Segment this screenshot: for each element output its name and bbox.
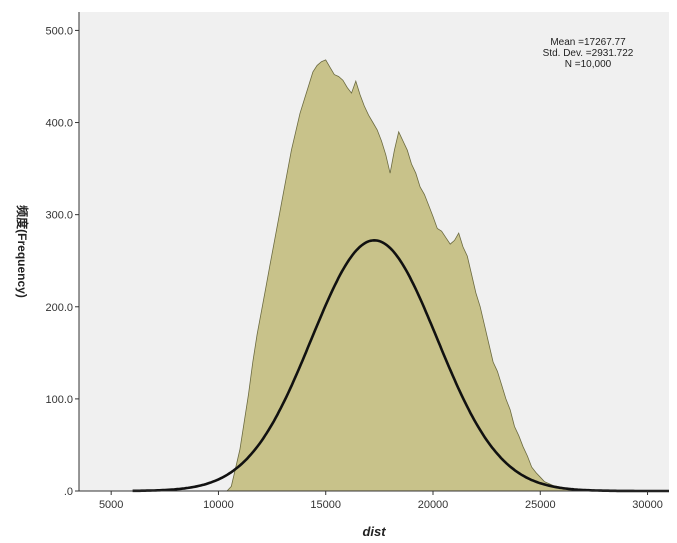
- y-tick-label: 400.0: [45, 118, 73, 130]
- y-axis-title: 频度(Frequency): [15, 205, 30, 298]
- stat-n: N =10,000: [565, 59, 612, 70]
- normal-curve: [132, 238, 669, 493]
- y-tick-label: 500.0: [45, 25, 73, 37]
- normal-curve-layer: [132, 238, 669, 493]
- y-tick-label: 300.0: [45, 210, 73, 222]
- y-tick-label: .0: [64, 486, 73, 498]
- x-ticks: 5000 10000 15000 20000 25000 30000: [99, 491, 663, 511]
- axes: [78, 12, 669, 492]
- x-tick-label: 5000: [99, 499, 123, 511]
- stat-std-dev: Std. Dev. =2931.722: [543, 48, 634, 59]
- stat-mean: Mean =17267.77: [550, 37, 626, 48]
- histogram-area: [226, 59, 584, 492]
- x-tick-label: 15000: [310, 499, 341, 511]
- histogram-layer: [226, 59, 584, 492]
- stats-annotation: Mean =17267.77 Std. Dev. =2931.722 N =10…: [543, 37, 634, 70]
- y-tick-label: 100.0: [45, 394, 73, 406]
- x-tick-label: 10000: [203, 499, 234, 511]
- x-tick-label: 25000: [525, 499, 556, 511]
- x-tick-label: 30000: [632, 499, 663, 511]
- x-axis-title: dist: [362, 524, 386, 539]
- y-tick-label: 200.0: [45, 302, 73, 314]
- x-tick-label: 20000: [418, 499, 449, 511]
- y-ticks: .0 100.0 200.0 300.0 400.0 500.0: [45, 25, 79, 498]
